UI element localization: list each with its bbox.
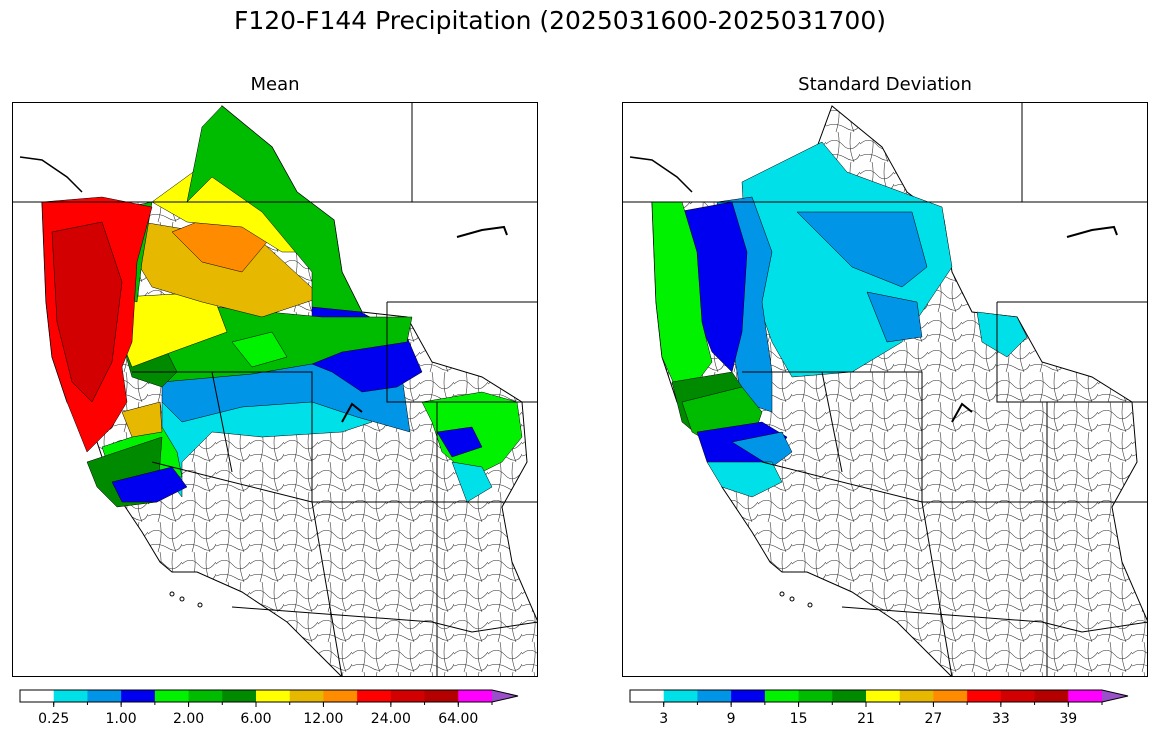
mean-colorbar-swatch xyxy=(222,690,257,702)
mean-region-gold-ca xyxy=(121,401,163,438)
sd-region-cyan-ca xyxy=(706,461,783,498)
mean-region-lime xyxy=(231,331,288,368)
sd-region-lightblue-2 xyxy=(866,291,923,343)
sd-colorbar-swatch xyxy=(697,690,732,702)
mean-colorbar-swatch xyxy=(424,690,459,702)
sd-colorbar-swatch xyxy=(1068,690,1103,702)
mean-colorbar-swatch xyxy=(323,690,358,702)
mean-colorbar-swatch xyxy=(87,690,122,702)
sd-colorbar-swatch xyxy=(967,690,1002,702)
mean-colorbar-swatch xyxy=(256,690,291,702)
mean-panel-title: Mean xyxy=(250,74,300,95)
mean-region-blue-ca xyxy=(111,466,188,503)
mean-region-green-north xyxy=(186,105,363,313)
sd-colorbar-swatch xyxy=(798,690,833,702)
sd-colorbar-tick-label: 27 xyxy=(925,711,943,727)
sd-colorbar-tick-label: 3 xyxy=(659,711,668,727)
sd-colorbar-tick-label: 39 xyxy=(1059,711,1077,727)
sd-colorbar-swatch xyxy=(731,690,766,702)
sd-colorbar-swatch xyxy=(933,690,968,702)
mean-colorbar-tick-label: 0.25 xyxy=(38,711,69,727)
sd-colorbar-swatch xyxy=(630,690,665,702)
sd-panel-title: Standard Deviation xyxy=(798,74,972,95)
sd-colorbar-swatch xyxy=(866,690,901,702)
sd-colorbar: 3 9 15 21 27 33 39 xyxy=(629,689,1129,727)
sd-colorbar-swatch xyxy=(764,690,800,702)
mean-colorbar-swatch xyxy=(492,690,518,702)
mean-colorbar-swatch xyxy=(390,690,426,702)
sd-region-lime-coast xyxy=(651,201,713,403)
sd-map xyxy=(622,102,1148,677)
mean-colorbar-swatch xyxy=(53,690,88,702)
sd-colorbar-swatch xyxy=(832,690,867,702)
mean-region-cyan-utah xyxy=(451,461,493,503)
sd-colorbar-swatch xyxy=(1102,690,1128,702)
mean-map xyxy=(12,102,538,677)
mean-colorbar-swatch xyxy=(20,690,55,702)
mean-colorbar-tick-label: 2.00 xyxy=(173,711,204,727)
sd-colorbar-swatch xyxy=(899,690,934,702)
mean-colorbar-outline xyxy=(19,689,519,703)
sd-region-cyan-wy xyxy=(976,311,1028,358)
sd-colorbar-tick-label: 33 xyxy=(992,711,1010,727)
sd-colorbar-outline xyxy=(629,689,1129,703)
figure-title: F120-F144 Precipitation (2025031600-2025… xyxy=(233,6,886,35)
mean-colorbar-swatch xyxy=(188,690,223,702)
mean-region-darkred-coast xyxy=(51,221,123,403)
mean-colorbar-swatch xyxy=(458,690,493,702)
mean-colorbar: 0.25 1.00 2.00 6.00 12.00 24.00 64.00 xyxy=(19,689,519,727)
mean-colorbar-tick-label: 12.00 xyxy=(303,711,343,727)
mean-colorbar-swatch xyxy=(121,690,156,702)
mean-colorbar-swatch xyxy=(154,690,190,702)
sd-colorbar-tick-label: 15 xyxy=(790,711,808,727)
mean-colorbar-tick-label: 1.00 xyxy=(106,711,137,727)
sd-region-lightblue-ca xyxy=(731,431,793,468)
mean-region-blue-utah xyxy=(436,426,483,458)
mean-colorbar-swatch xyxy=(357,690,392,702)
mean-colorbar-tick-label: 64.00 xyxy=(438,711,478,727)
sd-colorbar-tick-label: 21 xyxy=(857,711,875,727)
sd-colorbar-tick-label: 9 xyxy=(727,711,736,727)
mean-colorbar-tick-label: 24.00 xyxy=(371,711,411,727)
sd-colorbar-swatch xyxy=(1034,690,1069,702)
sd-region-lightblue xyxy=(796,211,928,288)
mean-colorbar-tick-label: 6.00 xyxy=(240,711,271,727)
mean-region-green xyxy=(161,301,413,383)
sd-colorbar-swatch xyxy=(663,690,698,702)
mean-colorbar-swatch xyxy=(289,690,324,702)
sd-colorbar-swatch xyxy=(1000,690,1036,702)
